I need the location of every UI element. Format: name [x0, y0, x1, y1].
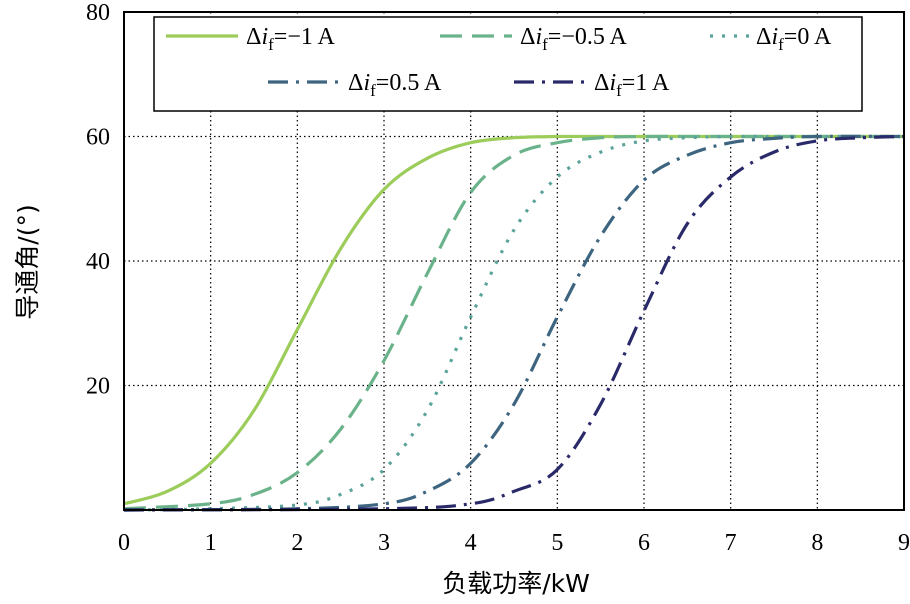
series-line-3 — [123, 134, 904, 512]
legend-label-2: Δif=−0.5 A — [520, 24, 628, 54]
y-tick-label: 20 — [86, 374, 110, 400]
y-tick-label: 60 — [86, 125, 110, 151]
x-tick-label: 4 — [465, 530, 477, 556]
legend-label-4: Δif=0.5 A — [348, 70, 442, 100]
legend-label-1: Δif=−1 A — [246, 24, 336, 54]
legend-label-3: Δif=0 A — [756, 24, 832, 54]
x-tick-label: 3 — [378, 530, 390, 556]
x-tick-label: 9 — [898, 530, 910, 556]
series-line-5 — [123, 134, 905, 512]
series-line-4 — [123, 134, 905, 512]
legend: Δif=−1 A Δif=−0.5 A Δif=0 A Δif=0.5 A Δif=1 … — [153, 16, 863, 112]
y-axis-title: 导通角/(°) — [13, 204, 42, 319]
y-tick-label: 80 — [86, 0, 110, 26]
x-tick-label: 1 — [205, 530, 217, 556]
y-tick-label: 40 — [86, 249, 110, 275]
legend-label-5: Δif=1 A — [594, 70, 670, 100]
plot-frame — [123, 11, 905, 511]
x-tick-label: 6 — [638, 530, 650, 556]
x-tick-label: 7 — [725, 530, 737, 556]
x-tick-label: 2 — [291, 530, 303, 556]
x-tick-labels: 0 1 2 3 4 5 6 7 8 9 — [118, 530, 910, 556]
y-tick-labels: 20 40 60 80 — [86, 0, 110, 400]
x-tick-label: 8 — [811, 530, 823, 556]
series-line-1 — [123, 134, 904, 506]
x-tick-label: 5 — [551, 530, 563, 556]
x-axis-title: 负载功率/kW — [442, 569, 590, 598]
legend-box — [153, 16, 863, 112]
series-line-2 — [123, 134, 904, 511]
grid-lines — [124, 12, 904, 510]
series-lines — [123, 134, 905, 512]
x-tick-label: 0 — [118, 530, 130, 556]
